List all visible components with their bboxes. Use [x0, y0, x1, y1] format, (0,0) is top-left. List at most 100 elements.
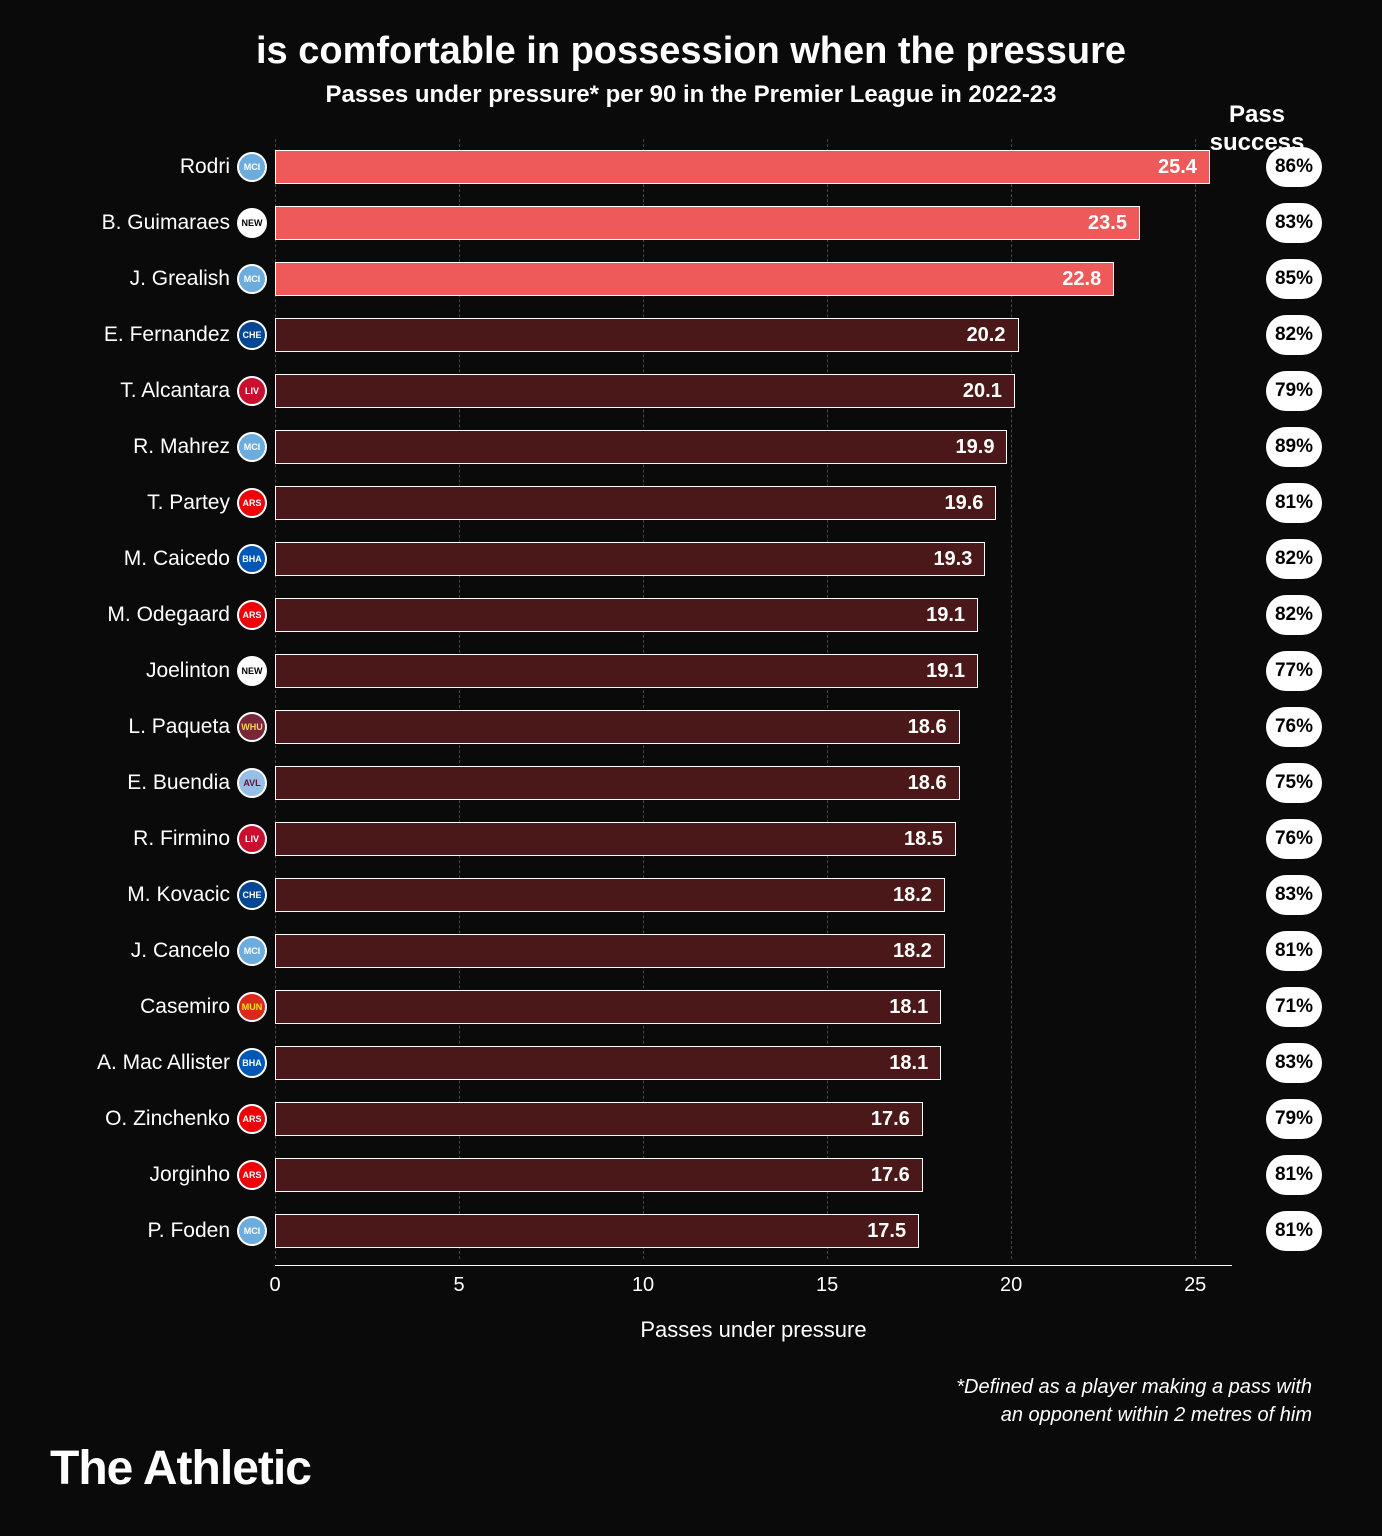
bar-track: 19.1: [275, 651, 1232, 691]
x-tick: 5: [453, 1274, 464, 1297]
success-pill: 83%: [1266, 875, 1322, 915]
player-name: P. Foden: [50, 1219, 230, 1243]
success-pill: 82%: [1266, 315, 1322, 355]
x-tick: 25: [1184, 1274, 1206, 1297]
bar: 19.3: [275, 542, 985, 576]
club-badge-icon: MCI: [237, 936, 267, 966]
club-badge-icon: NEW: [237, 208, 267, 238]
bar: 23.5: [275, 206, 1140, 240]
bar-value: 18.6: [908, 772, 947, 795]
player-name: E. Buendia: [50, 771, 230, 795]
success-pill: 89%: [1266, 427, 1322, 467]
club-badge-icon: LIV: [237, 824, 267, 854]
bar-value: 18.6: [908, 716, 947, 739]
bar-row: O. ZinchenkoARS17.679%: [275, 1091, 1232, 1147]
brand-logo: The Athletic: [50, 1441, 311, 1496]
bar-row: L. PaquetaWHU18.676%: [275, 699, 1232, 755]
bar: 17.6: [275, 1158, 923, 1192]
success-pill: 75%: [1266, 763, 1322, 803]
bar-row: E. BuendiaAVL18.675%: [275, 755, 1232, 811]
bar-value: 22.8: [1062, 268, 1101, 291]
bar-track: 18.2: [275, 931, 1232, 971]
bar-value: 19.6: [944, 492, 983, 515]
bar-value: 17.6: [871, 1108, 910, 1131]
bar: 17.6: [275, 1102, 923, 1136]
club-badge-icon: WHU: [237, 712, 267, 742]
bar-value: 20.1: [963, 380, 1002, 403]
bar: 25.4: [275, 150, 1210, 184]
bar-row: A. Mac AllisterBHA18.183%: [275, 1035, 1232, 1091]
bar-value: 19.3: [933, 548, 972, 571]
x-axis-label: Passes under pressure: [275, 1317, 1232, 1343]
club-badge-icon: MCI: [237, 432, 267, 462]
bar-track: 22.8: [275, 259, 1232, 299]
bar: 20.2: [275, 318, 1019, 352]
club-badge-icon: MCI: [237, 1216, 267, 1246]
club-badge-icon: MCI: [237, 152, 267, 182]
bar-track: 18.6: [275, 763, 1232, 803]
player-name: Joelinton: [50, 659, 230, 683]
success-pill: 82%: [1266, 539, 1322, 579]
chart-container: is comfortable in possession when the pr…: [0, 0, 1382, 1469]
success-pill: 81%: [1266, 483, 1322, 523]
chart-area: Pass success RodriMCI25.486%B. Guimaraes…: [275, 139, 1232, 1343]
player-name: O. Zinchenko: [50, 1107, 230, 1131]
player-name: T. Partey: [50, 491, 230, 515]
bar: 19.6: [275, 486, 996, 520]
x-tick: 15: [816, 1274, 838, 1297]
bar-row: E. FernandezCHE20.282%: [275, 307, 1232, 363]
x-tick: 0: [269, 1274, 280, 1297]
bar: 19.9: [275, 430, 1007, 464]
chart-subtitle: Passes under pressure* per 90 in the Pre…: [50, 81, 1332, 109]
player-name: R. Mahrez: [50, 435, 230, 459]
bar-value: 23.5: [1088, 212, 1127, 235]
footnote-line-2: an opponent within 2 metres of him: [1001, 1404, 1312, 1426]
bar-row: JoelintonNEW19.177%: [275, 643, 1232, 699]
bar: 18.6: [275, 766, 960, 800]
success-pill: 85%: [1266, 259, 1322, 299]
bar-track: 19.6: [275, 483, 1232, 523]
bar-row: M. CaicedoBHA19.382%: [275, 531, 1232, 587]
bar-track: 25.4: [275, 147, 1232, 187]
club-badge-icon: CHE: [237, 880, 267, 910]
club-badge-icon: BHA: [237, 544, 267, 574]
bar-row: R. MahrezMCI19.989%: [275, 419, 1232, 475]
bar: 19.1: [275, 654, 978, 688]
bar-value: 18.2: [893, 940, 932, 963]
player-name: A. Mac Allister: [50, 1051, 230, 1075]
club-badge-icon: ARS: [237, 1160, 267, 1190]
bar: 18.2: [275, 878, 945, 912]
chart-title: is comfortable in possession when the pr…: [50, 30, 1332, 73]
bar-value: 19.9: [956, 436, 995, 459]
club-badge-icon: LIV: [237, 376, 267, 406]
player-name: B. Guimaraes: [50, 211, 230, 235]
success-pill: 82%: [1266, 595, 1322, 635]
success-pill: 83%: [1266, 203, 1322, 243]
success-pill: 81%: [1266, 1211, 1322, 1251]
bar-row: T. AlcantaraLIV20.179%: [275, 363, 1232, 419]
club-badge-icon: MCI: [237, 264, 267, 294]
x-tick: 10: [632, 1274, 654, 1297]
bar: 19.1: [275, 598, 978, 632]
bar-row: J. CanceloMCI18.281%: [275, 923, 1232, 979]
bar-track: 18.5: [275, 819, 1232, 859]
club-badge-icon: AVL: [237, 768, 267, 798]
player-name: T. Alcantara: [50, 379, 230, 403]
player-name: M. Kovacic: [50, 883, 230, 907]
bar: 18.6: [275, 710, 960, 744]
success-pill: 81%: [1266, 1155, 1322, 1195]
bar: 18.2: [275, 934, 945, 968]
success-pill: 86%: [1266, 147, 1322, 187]
player-name: Casemiro: [50, 995, 230, 1019]
bar-track: 18.1: [275, 987, 1232, 1027]
footnote-line-1: *Defined as a player making a pass with: [956, 1376, 1312, 1398]
bar-value: 25.4: [1158, 156, 1197, 179]
success-pill: 81%: [1266, 931, 1322, 971]
success-pill: 79%: [1266, 1099, 1322, 1139]
bar: 18.1: [275, 990, 941, 1024]
player-name: J. Grealish: [50, 267, 230, 291]
bar: 18.5: [275, 822, 956, 856]
club-badge-icon: MUN: [237, 992, 267, 1022]
success-pill: 76%: [1266, 819, 1322, 859]
bar-track: 19.9: [275, 427, 1232, 467]
